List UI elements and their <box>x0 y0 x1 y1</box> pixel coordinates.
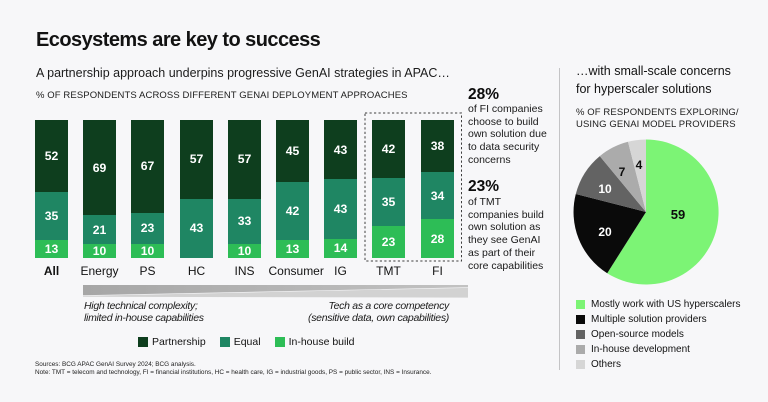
svg-text:4: 4 <box>636 158 643 172</box>
svg-text:20: 20 <box>598 225 612 239</box>
svg-text:10: 10 <box>598 182 612 196</box>
svg-text:59: 59 <box>671 207 685 222</box>
svg-text:7: 7 <box>619 165 626 179</box>
